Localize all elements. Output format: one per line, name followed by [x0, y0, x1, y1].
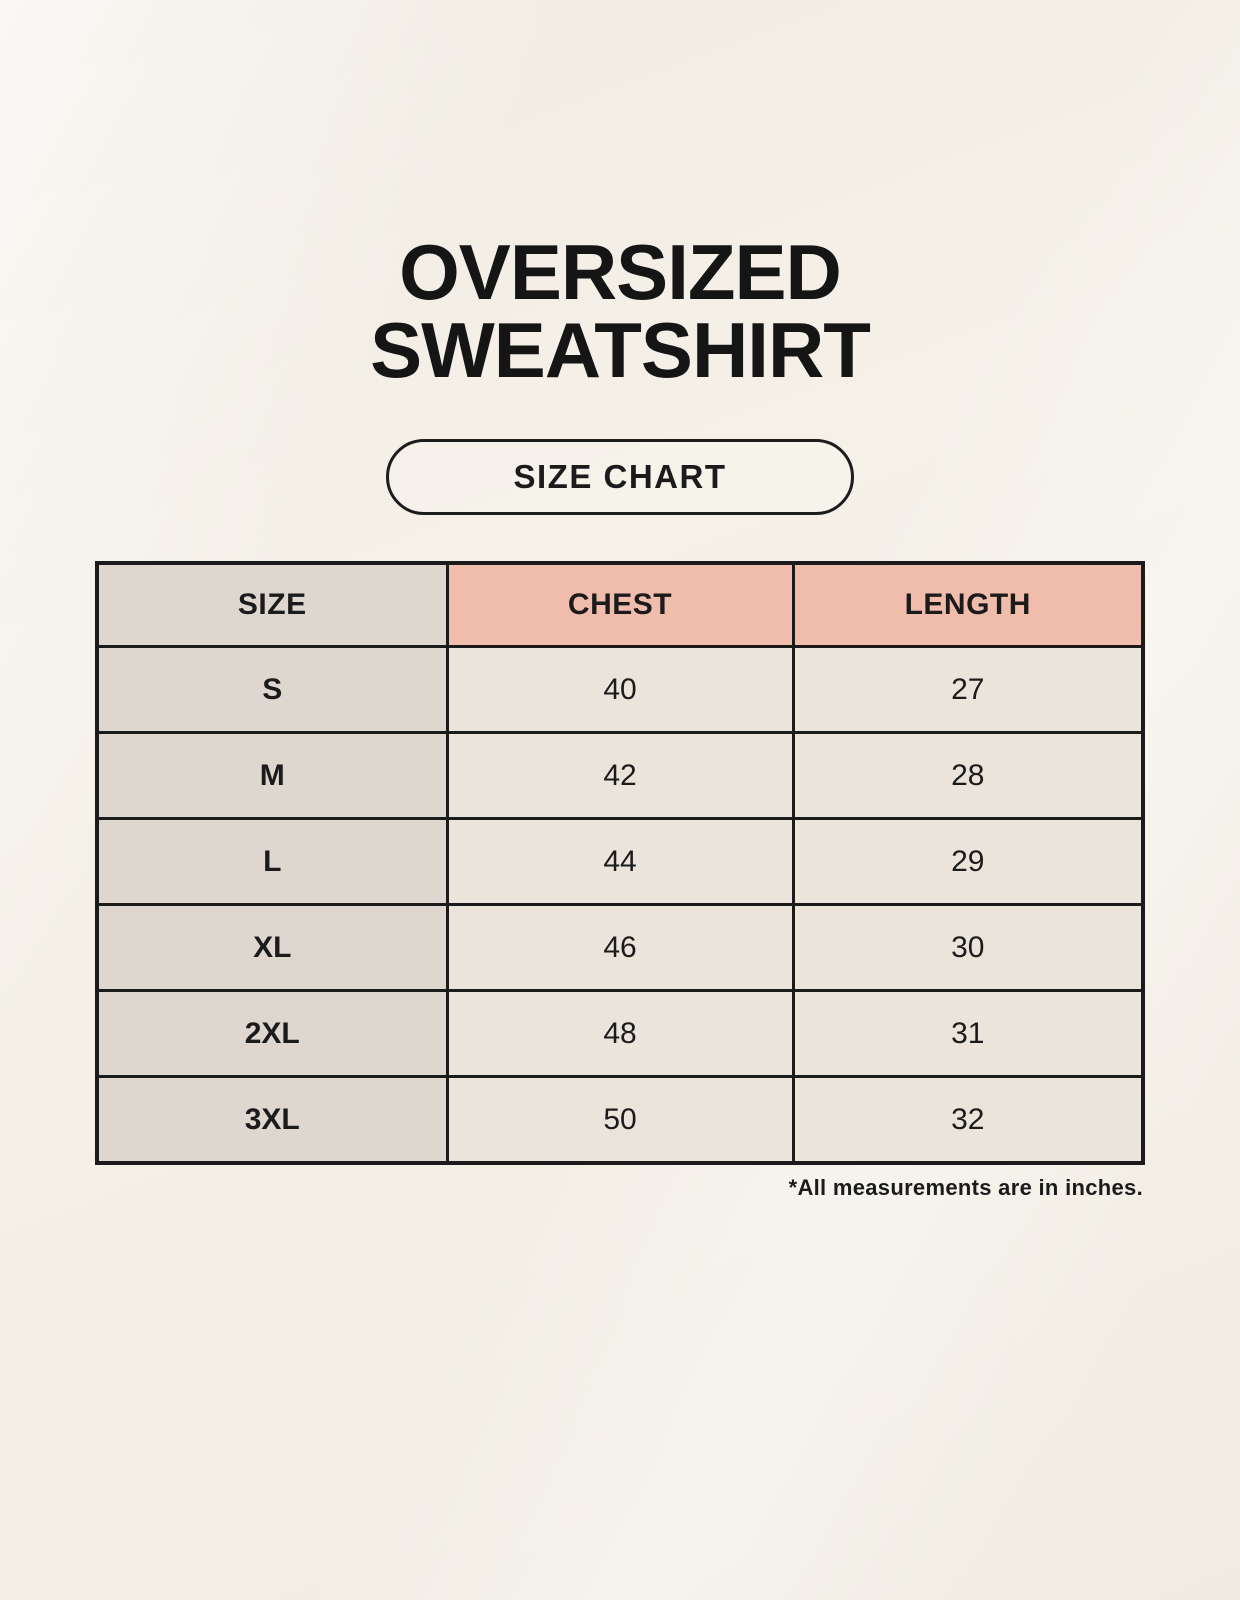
- size-chart-badge-label: SIZE CHART: [513, 458, 727, 495]
- chest-value: 46: [445, 903, 795, 992]
- chest-value: 50: [445, 1075, 795, 1165]
- header-row: SIZE CHEST LENGTH: [95, 561, 1145, 648]
- size-label: S: [95, 645, 449, 734]
- page-title: OVERSIZED SWEATSHIRT: [0, 233, 1240, 389]
- size-label: 3XL: [95, 1075, 449, 1165]
- table-row-2xl: 2XL 48 31: [95, 989, 1145, 1078]
- length-value: 27: [791, 645, 1145, 734]
- size-label: M: [95, 731, 449, 820]
- size-label: L: [95, 817, 449, 906]
- size-table-body: S 40 27 M 42 28 L 44 29 XL 46 30 2XL 48: [95, 645, 1145, 1165]
- length-value: 31: [791, 989, 1145, 1078]
- chest-value: 40: [445, 645, 795, 734]
- column-header-chest: CHEST: [445, 561, 795, 648]
- size-label: XL: [95, 903, 449, 992]
- length-value: 29: [791, 817, 1145, 906]
- length-value: 28: [791, 731, 1145, 820]
- measurements-footnote: *All measurements are in inches.: [788, 1175, 1143, 1200]
- chest-value: 48: [445, 989, 795, 1078]
- chest-value: 44: [445, 817, 795, 906]
- length-value: 30: [791, 903, 1145, 992]
- size-chart-badge: SIZE CHART: [386, 439, 854, 515]
- chest-value: 42: [445, 731, 795, 820]
- page-title-line-1: OVERSIZED: [399, 228, 842, 316]
- table-row-l: L 44 29: [95, 817, 1145, 906]
- column-header-length: LENGTH: [791, 561, 1145, 648]
- table-row-3xl: 3XL 50 32: [95, 1075, 1145, 1165]
- size-label: 2XL: [95, 989, 449, 1078]
- table-row-s: S 40 27: [95, 645, 1145, 734]
- size-chart-page: OVERSIZED SWEATSHIRT SIZE CHART SIZE CHE…: [0, 233, 1240, 1200]
- length-value: 32: [791, 1075, 1145, 1165]
- table-row-xl: XL 46 30: [95, 903, 1145, 992]
- size-table: SIZE CHEST LENGTH S 40 27 M 42 28 L 44 2…: [95, 561, 1145, 1165]
- size-table-header: SIZE CHEST LENGTH: [95, 561, 1145, 648]
- table-row-m: M 42 28: [95, 731, 1145, 820]
- column-header-size: SIZE: [95, 561, 449, 648]
- page-title-line-2: SWEATSHIRT: [370, 306, 871, 394]
